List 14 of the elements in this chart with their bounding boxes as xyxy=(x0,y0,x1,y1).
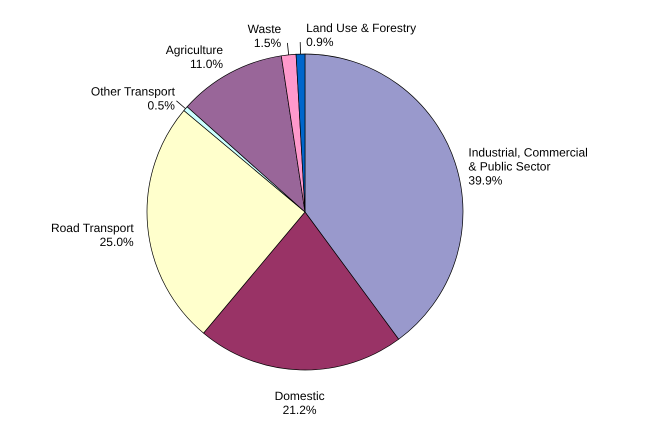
data-label: 39.9% xyxy=(468,174,503,188)
slice-label: Domestic xyxy=(274,388,325,403)
slice-label: Waste xyxy=(248,22,282,36)
data-label: 0.9% xyxy=(306,35,334,50)
data-label: 25.0% xyxy=(100,235,134,250)
data-label: 0.5% xyxy=(148,98,176,113)
slice-label: Industrial, Commercial & Public Sector xyxy=(468,146,588,174)
slice-label: Road Transport xyxy=(50,221,134,236)
slice-label: Agriculture xyxy=(166,43,224,58)
data-label: 11.0% xyxy=(190,57,224,72)
data-label: 1.5% xyxy=(254,36,282,50)
data-label: 21.2% xyxy=(282,402,317,417)
slice-label: Land Use & Forestry xyxy=(306,21,416,36)
slice-label: Other Transport xyxy=(90,84,176,99)
